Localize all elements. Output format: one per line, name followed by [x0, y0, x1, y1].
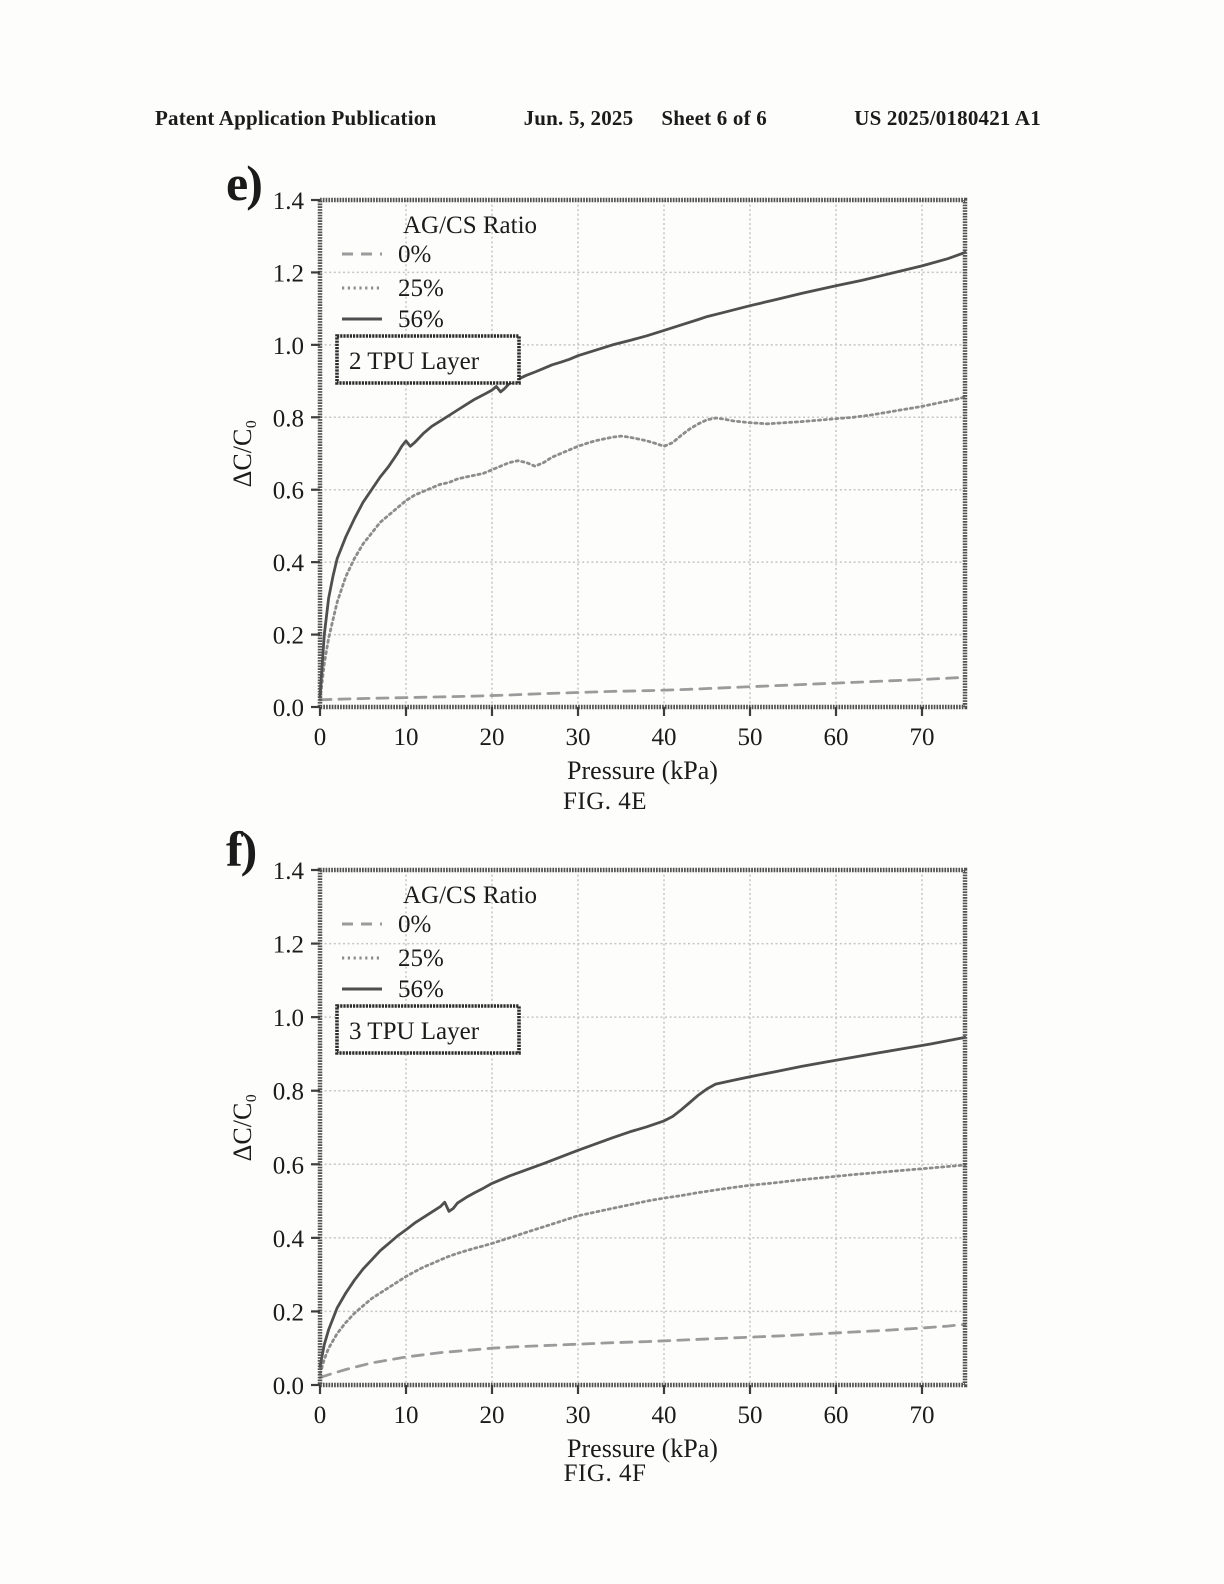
y-tick-label: 1.2: [273, 932, 304, 959]
x-tick-label: 0: [314, 724, 327, 751]
series-25-percent-curve: [318, 1163, 967, 1376]
x-tick-label: 60: [824, 724, 849, 751]
series-0-percent-curve: [318, 1322, 967, 1379]
header-publication-title: Patent Application Publication: [155, 106, 437, 130]
x-tick-label: 50: [738, 724, 763, 751]
y-tick-label: 0.6: [273, 478, 304, 505]
plot-border: [317, 867, 968, 1388]
annotation-box: [335, 1004, 521, 1055]
legend-label-25-percent: 25%: [398, 945, 444, 972]
x-tick-label: 20: [480, 1402, 505, 1429]
header-patent-number: US 2025/0180421 A1: [854, 106, 1041, 130]
y-tick-label: 0.4: [273, 550, 305, 577]
page-header: Patent Application Publication Jun. 5, 2…: [155, 106, 1041, 131]
header-date-sheet: Jun. 5, 2025 Sheet 6 of 6: [510, 106, 781, 131]
y-tick-label: 1.4: [273, 188, 305, 215]
y-tick-label: 1.0: [273, 1005, 304, 1032]
legend-label-56-percent: 56%: [398, 306, 444, 333]
x-tick-label: 50: [738, 1402, 763, 1429]
x-tick-label: 0: [314, 1402, 327, 1429]
y-tick-label: 1.4: [273, 858, 305, 885]
y-tick-label: 0.4: [273, 1226, 305, 1253]
y-tick-label: 0.6: [273, 1152, 304, 1179]
chart-canvas-1: 0 10 20 30 40 50 60 70 0.0 0.2 0.4 0.6 0.8 1.0 1.2 1.4 P…: [228, 858, 968, 1463]
x-tick-label: 70: [910, 1402, 935, 1429]
legend-label-56-percent: 56%: [398, 976, 444, 1003]
series-25-percent-curve: [318, 395, 967, 702]
x-tick-label: 30: [566, 724, 591, 751]
y-tick-label: 1.2: [273, 260, 304, 287]
chart-canvas-0: 0 10 20 30 40 50 60 70 0.0 0.2 0.4 0.6 0.8 1.0 1.2 1.4 P…: [228, 188, 968, 785]
y-tick-label: 0.0: [273, 1373, 304, 1400]
panel-label-f: f): [226, 821, 257, 877]
x-tick-label: 20: [480, 724, 505, 751]
header-sheet-number: Sheet 6 of 6: [661, 106, 767, 130]
y-tick-label: 0.8: [273, 405, 304, 432]
y-tick-label: 0.0: [273, 695, 304, 722]
y-tick-label: 1.0: [273, 333, 304, 360]
x-tick-label: 70: [910, 724, 935, 751]
series-0-percent-curve: [318, 675, 967, 702]
x-tick-label: 40: [652, 724, 677, 751]
annotation-label: 2 TPU Layer: [349, 348, 480, 375]
x-axis-label: Pressure (kPa): [567, 756, 718, 785]
y-tick-label: 0.8: [273, 1079, 304, 1106]
legend-label-25-percent: 25%: [398, 275, 444, 302]
x-tick-label: 40: [652, 1402, 677, 1429]
legend-label-0-percent: 0%: [398, 241, 431, 268]
legend-title: AG/CS Ratio: [403, 212, 537, 239]
fig-4e-chart: 0 10 20 30 40 50 60 70 0.0 0.2 0.4 0.6 0.8 1.0 1.2 1.4 P…: [225, 155, 985, 815]
x-tick-label: 10: [394, 1402, 419, 1429]
x-tick-label: 10: [394, 724, 419, 751]
series-56-percent-curve: [318, 1035, 967, 1368]
fig-4e-caption: FIG. 4E: [562, 788, 648, 815]
y-axis-label: ΔC/C₀: [228, 420, 257, 488]
header-date: Jun. 5, 2025: [523, 106, 634, 130]
plot-border: [317, 197, 968, 710]
y-tick-label: 0.2: [273, 1299, 304, 1326]
fig-4f-caption: FIG. 4F: [563, 1460, 647, 1487]
panel-label-e: e): [226, 155, 263, 211]
y-axis-label: ΔC/C₀: [228, 1094, 257, 1162]
x-tick-label: 30: [566, 1402, 591, 1429]
y-tick-label: 0.2: [273, 623, 304, 650]
series-56-percent-curve: [318, 251, 967, 698]
legend-title: AG/CS Ratio: [403, 882, 537, 909]
x-tick-label: 60: [824, 1402, 849, 1429]
legend-label-0-percent: 0%: [398, 911, 431, 938]
x-axis-label: Pressure (kPa): [567, 1434, 718, 1463]
fig-4f-chart: 0 10 20 30 40 50 60 70 0.0 0.2 0.4 0.6 0.8 1.0 1.2 1.4 P…: [225, 820, 985, 1480]
annotation-box: [335, 334, 521, 385]
annotation-label: 3 TPU Layer: [349, 1018, 480, 1045]
